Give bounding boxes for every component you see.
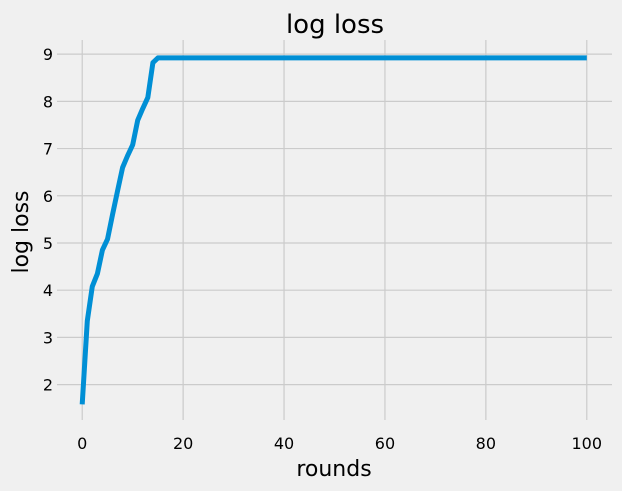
x-tick-label: 40 — [274, 434, 294, 453]
x-tick-label: 100 — [571, 434, 602, 453]
y-tick-label: 3 — [43, 328, 53, 347]
x-axis-title: rounds — [296, 457, 371, 482]
y-tick-label: 5 — [43, 234, 53, 253]
y-tick-label: 2 — [43, 376, 53, 395]
x-tick-label: 20 — [173, 434, 193, 453]
y-tick-label: 6 — [43, 187, 53, 206]
x-tick-label: 0 — [77, 434, 87, 453]
y-tick-label: 9 — [43, 45, 53, 64]
series-line-0 — [79, 55, 587, 405]
y-tick-label: 7 — [43, 140, 53, 159]
tick-labels: 0 20 40 60 80 100 2 3 4 5 6 7 8 9 — [43, 45, 602, 453]
x-tick-label: 60 — [375, 434, 395, 453]
y-axis-title: log loss — [9, 190, 34, 273]
y-tick-label: 8 — [43, 92, 53, 111]
y-tick-label: 4 — [43, 281, 53, 300]
chart-title: log loss — [286, 10, 384, 40]
series-layer — [79, 55, 587, 405]
grid — [57, 40, 612, 420]
x-tick-label: 80 — [476, 434, 496, 453]
